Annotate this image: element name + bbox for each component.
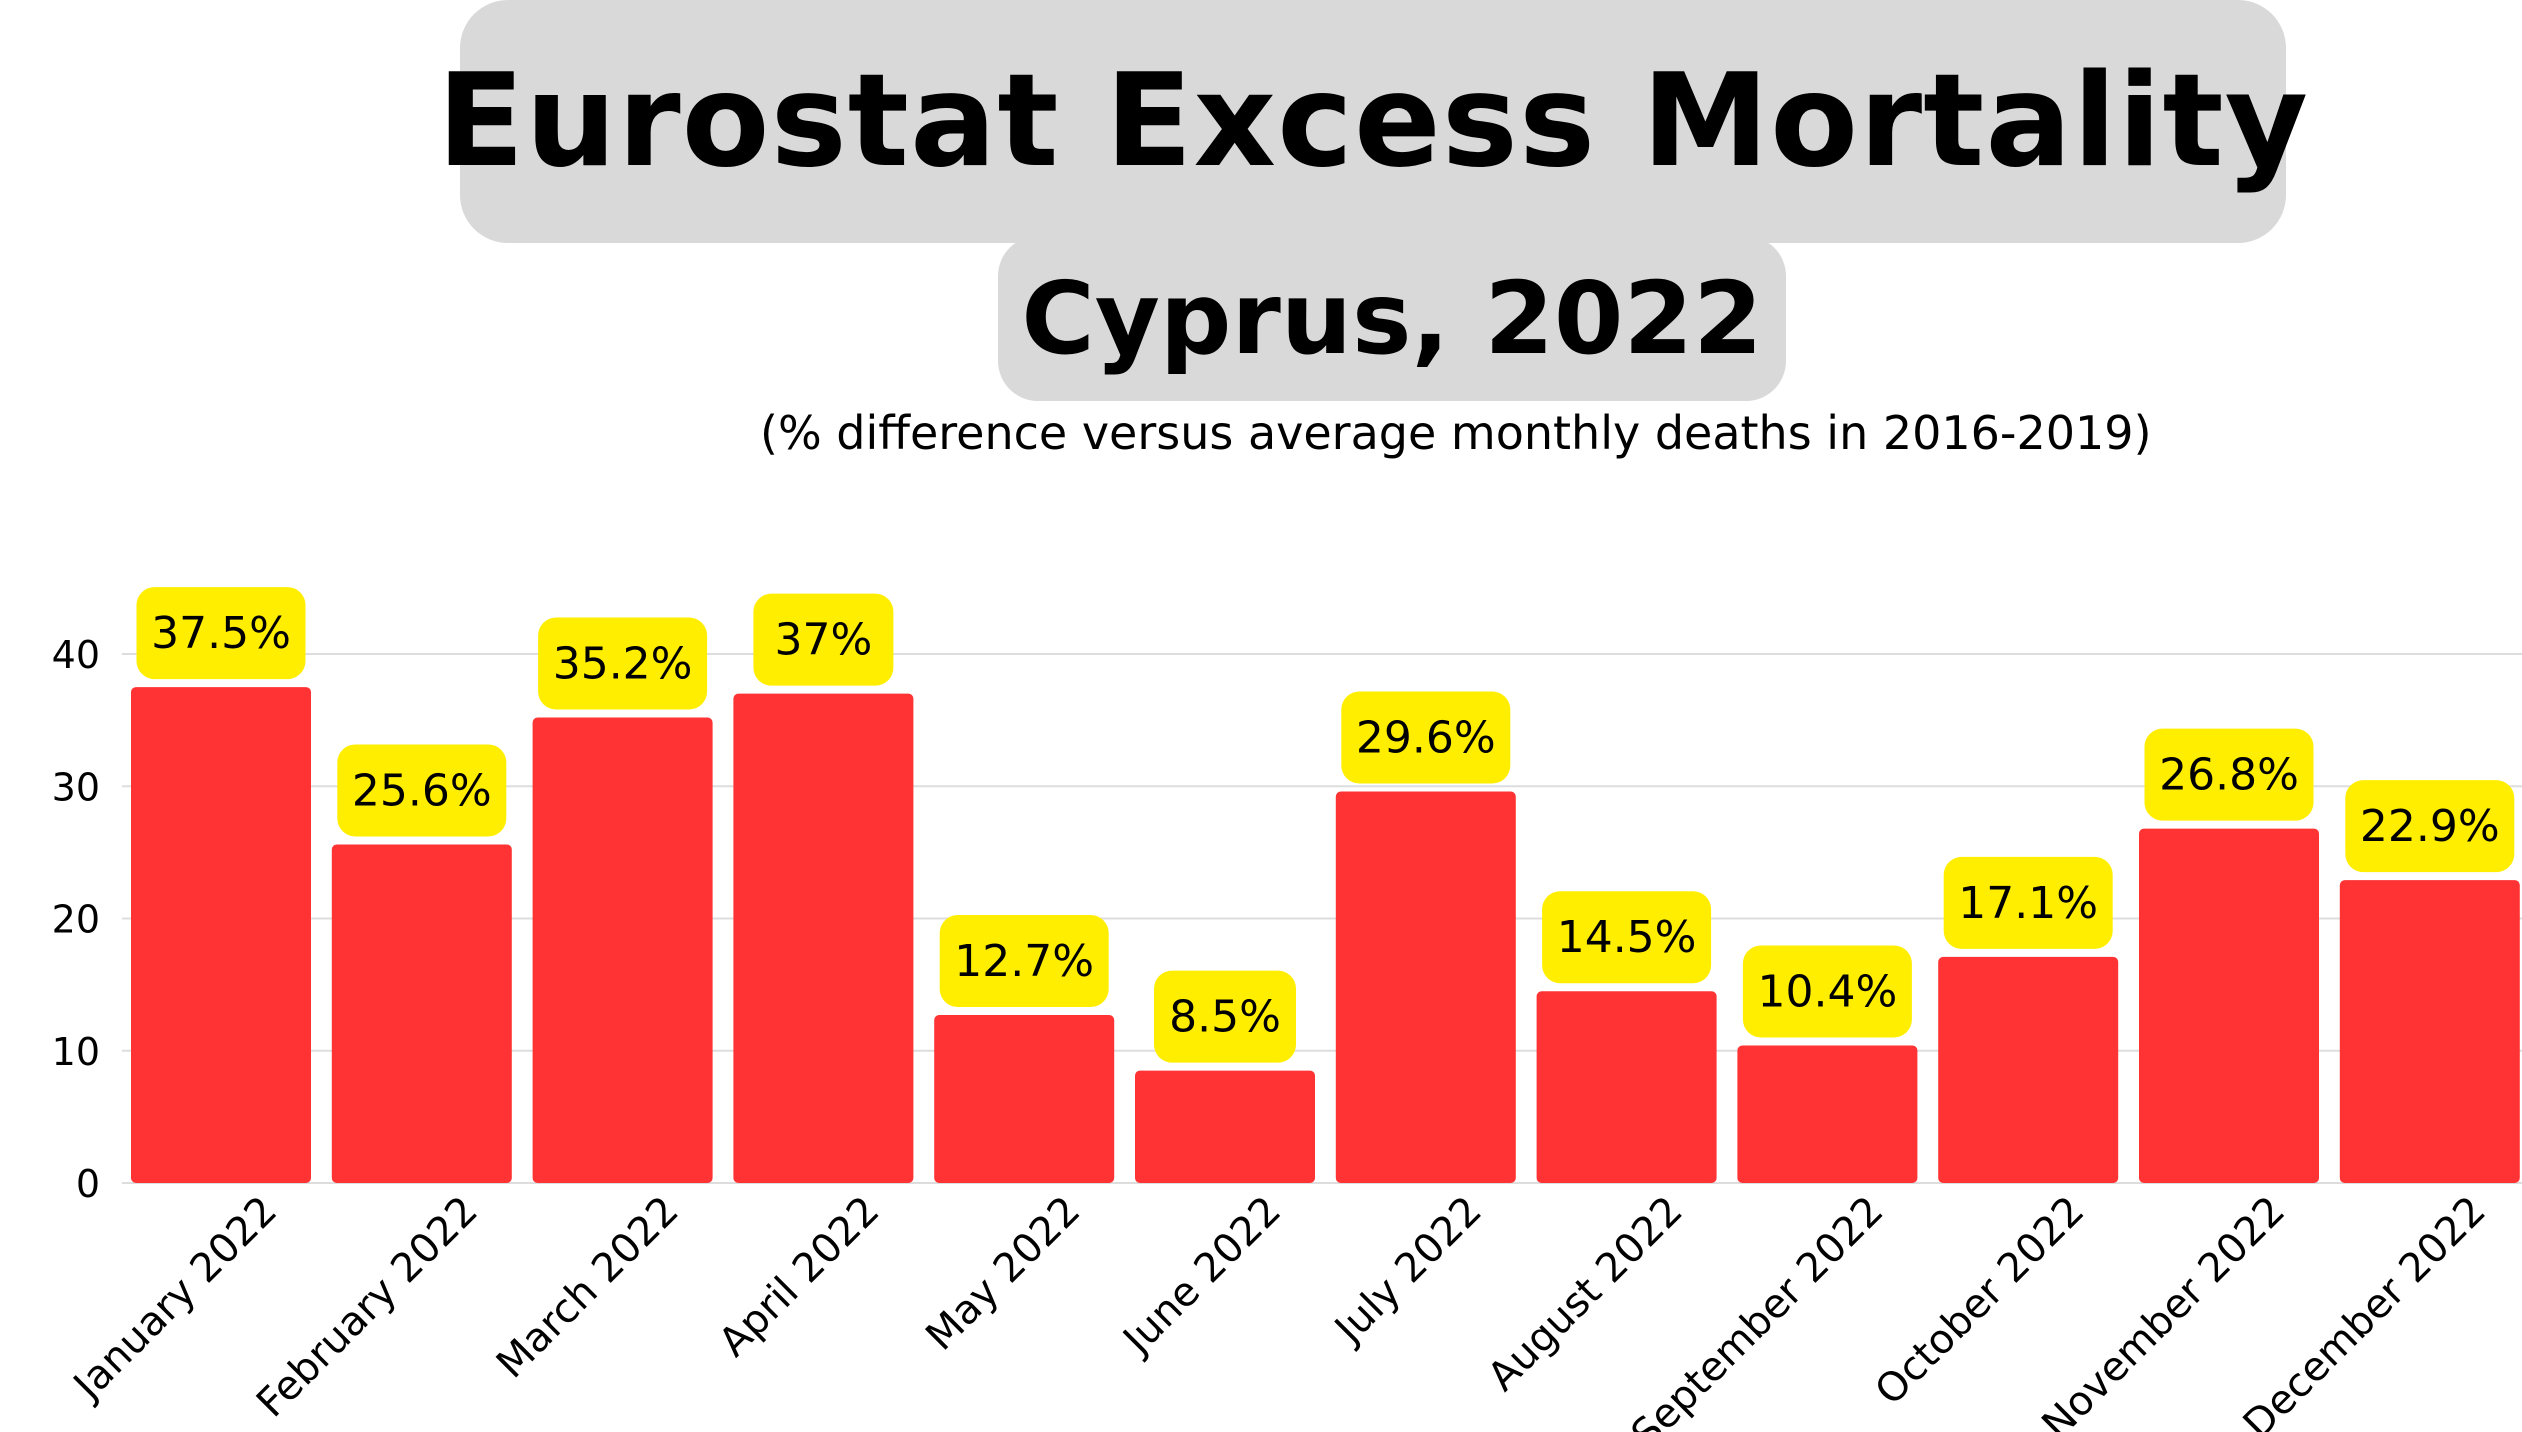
data-label: 26.8% [2159, 750, 2299, 801]
y-tick-label: 20 [52, 898, 100, 942]
y-tick-label: 10 [52, 1030, 100, 1074]
data-label: 22.9% [2360, 801, 2500, 852]
data-label-background [1542, 891, 1712, 984]
data-label-background [538, 617, 708, 710]
data-label: 10.4% [1758, 966, 1898, 1017]
data-label: 25.6% [352, 765, 492, 816]
bar [1335, 791, 1516, 1183]
data-label: 14.5% [1557, 912, 1697, 963]
y-tick-label: 0 [76, 1162, 100, 1206]
bar [1536, 991, 1717, 1183]
bar [2339, 880, 2520, 1183]
bar [1938, 956, 2119, 1183]
bars [131, 687, 2520, 1183]
bar [934, 1015, 1115, 1183]
y-axis: 0 10 20 30 40 [52, 633, 100, 1206]
x-tick-label: July 2022 [1324, 1188, 1490, 1354]
chart-subtitle: Cyprus, 2022 [1021, 260, 1763, 377]
data-label: 29.6% [1356, 713, 1496, 764]
bar [2139, 828, 2319, 1183]
x-tick-label: August 2022 [1479, 1188, 1691, 1400]
bar [532, 717, 713, 1183]
data-label-background [1742, 945, 1912, 1038]
x-tick-label: May 2022 [917, 1188, 1089, 1360]
grid-layer [122, 653, 2522, 1184]
x-tick-label: October 2022 [1867, 1188, 2094, 1415]
bar [1135, 1070, 1315, 1183]
data-label: 17.1% [1958, 878, 2098, 929]
x-tick-label: March 2022 [488, 1188, 688, 1388]
data-label-background [2144, 728, 2314, 821]
data-label-background [1341, 691, 1511, 784]
data-label-background [2345, 780, 2515, 873]
x-tick-label: February 2022 [248, 1188, 487, 1427]
data-label: 8.5% [1169, 992, 1281, 1043]
data-label-background [1943, 856, 2113, 949]
data-labels: 37.5% 25.6% 35.2% 37% 12.7% 8.5% 29.6% 14.5% 10.… [136, 587, 2515, 1063]
data-label-background [337, 744, 507, 837]
data-label-background [136, 587, 306, 680]
y-tick-label: 30 [52, 765, 100, 809]
subtitle-box: Cyprus, 2022 [998, 236, 1786, 401]
bar [131, 687, 311, 1183]
data-label: 37.5% [151, 608, 291, 659]
data-label-background [753, 593, 894, 686]
bar [331, 844, 512, 1183]
data-label: 35.2% [553, 638, 693, 689]
data-label-background [939, 915, 1109, 1008]
chart-note: (% difference versus average monthly dea… [760, 406, 2152, 460]
data-label: 12.7% [954, 936, 1094, 987]
title-box: Eurostat Excess Mortality [437, 0, 2308, 243]
chart-title: Eurostat Excess Mortality [436, 47, 2310, 196]
data-label: 37% [775, 615, 873, 666]
bar [733, 693, 914, 1183]
x-tick-label: June 2022 [1113, 1188, 1290, 1365]
x-tick-label: January 2022 [63, 1188, 286, 1411]
data-label-background [1154, 970, 1296, 1063]
y-tick-label: 40 [52, 633, 100, 677]
x-tick-label: April 2022 [710, 1188, 888, 1366]
bar [1737, 1045, 1918, 1183]
